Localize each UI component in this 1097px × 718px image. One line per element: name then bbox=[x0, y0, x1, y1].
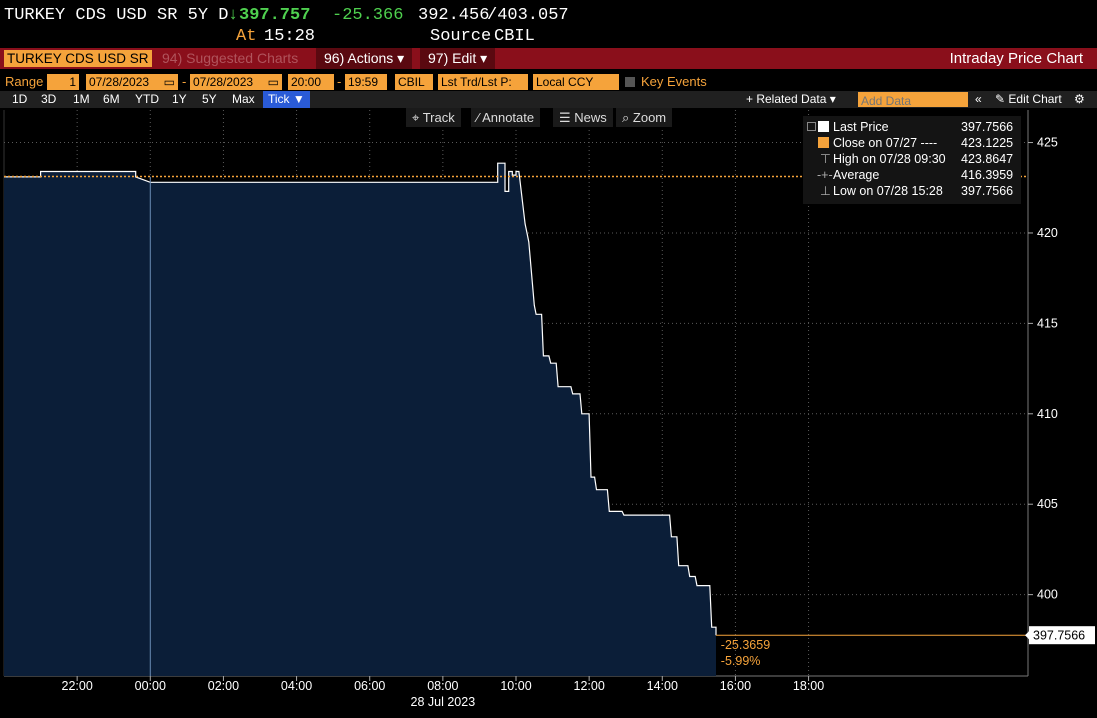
settings-gear-icon[interactable]: ⚙ bbox=[1074, 92, 1085, 106]
source-label: Source bbox=[430, 27, 492, 46]
legend-label: Close on 07/27 ---- bbox=[833, 136, 938, 150]
y-tick-label: 415 bbox=[1037, 316, 1058, 330]
quote-time: 15:28 bbox=[264, 27, 316, 46]
x-tick-label: 00:00 bbox=[135, 679, 166, 693]
white-square-icon bbox=[818, 121, 829, 132]
last-price: 397.757 bbox=[239, 6, 311, 25]
last-price-line bbox=[4, 162, 717, 636]
chart-legend: Last Price 397.7566 Close on 07/27 ---- … bbox=[803, 116, 1021, 204]
last-price-tag-pointer bbox=[1025, 630, 1030, 641]
edit-chart-button[interactable]: ✎ Edit Chart bbox=[995, 92, 1062, 106]
key-events-label: Key Events bbox=[641, 74, 707, 89]
last-price-tag bbox=[1029, 626, 1095, 645]
track-tool[interactable]: ⌖ Track bbox=[406, 108, 461, 127]
source-field[interactable]: CBIL bbox=[395, 74, 433, 90]
high-marker-icon: ⊤ bbox=[820, 152, 831, 166]
x-tick-label: 14:00 bbox=[647, 679, 678, 693]
x-tick-label: 22:00 bbox=[62, 679, 93, 693]
security-name: TURKEY CDS USD SR 5Y D bbox=[4, 6, 229, 25]
range-label: Range bbox=[5, 74, 44, 89]
date-label: 28 Jul 2023 bbox=[411, 695, 476, 709]
start-date-value: 07/28/2023 bbox=[89, 75, 150, 89]
x-tick-label: 18:00 bbox=[793, 679, 824, 693]
period-max[interactable]: Max bbox=[232, 92, 255, 106]
last-price-tag-text: 397.7566 bbox=[1033, 629, 1085, 643]
legend-value: 423.8647 bbox=[961, 152, 1014, 166]
collapse-icon[interactable]: « bbox=[975, 92, 982, 106]
start-time-field[interactable]: 20:00 bbox=[288, 74, 334, 90]
x-tick-label: 06:00 bbox=[354, 679, 385, 693]
period-6m[interactable]: 6M bbox=[103, 92, 120, 106]
end-time-field[interactable]: 19:59 bbox=[345, 74, 387, 90]
average-marker-icon: -+- bbox=[817, 168, 833, 182]
annotate-tool[interactable]: ⁄ Annotate bbox=[471, 108, 541, 127]
y-tick-label: 410 bbox=[1037, 407, 1058, 421]
price-type-field[interactable]: Lst Trd/Lst P: bbox=[438, 74, 528, 90]
calendar-icon[interactable]: ▭ bbox=[163, 75, 175, 89]
range-count-field[interactable]: 1 bbox=[47, 74, 79, 90]
legend-label: High on 07/28 09:30 bbox=[833, 152, 946, 166]
intraday-price-chart[interactable]: 400 405 410 415 420 425 22:00 00:00 02:00 04:00 06… bbox=[0, 108, 1097, 718]
add-data-field[interactable] bbox=[858, 92, 968, 109]
y-tick-label: 425 bbox=[1037, 136, 1058, 150]
y-tick-label: 400 bbox=[1037, 588, 1058, 602]
y-tick-label: 405 bbox=[1037, 497, 1058, 511]
y-tick-label: 420 bbox=[1037, 226, 1058, 240]
period-1y[interactable]: 1Y bbox=[172, 92, 187, 106]
date-separator: - bbox=[182, 74, 187, 89]
end-date-value: 07/28/2023 bbox=[193, 75, 254, 89]
quote-header: TURKEY CDS USD SR 5Y D ↓ 397.757 -25.366… bbox=[0, 0, 1097, 48]
x-tick-label: 10:00 bbox=[500, 679, 531, 693]
down-arrow-icon: ↓ bbox=[228, 6, 239, 25]
currency-dropdown[interactable]: Local CCY bbox=[533, 74, 619, 90]
zoom-tool[interactable]: ⌕ Zoom bbox=[616, 108, 673, 127]
time-separator: - bbox=[337, 74, 342, 89]
legend-label: Low on 07/28 15:28 bbox=[833, 184, 943, 198]
x-tick-label: 16:00 bbox=[720, 679, 751, 693]
actions-menu[interactable]: 96) Actions ▾ bbox=[316, 48, 413, 69]
suggested-charts-button[interactable]: 94) Suggested Charts bbox=[162, 50, 299, 66]
calendar-icon[interactable]: ▭ bbox=[267, 75, 279, 89]
news-tool[interactable]: ☰ News bbox=[553, 108, 613, 127]
bid-price: 392.456 bbox=[418, 6, 490, 25]
function-bar: TURKEY CDS USD SR 94) Suggested Charts 9… bbox=[0, 48, 1097, 69]
key-events-checkbox[interactable] bbox=[625, 77, 635, 87]
collapse-box-icon[interactable] bbox=[807, 122, 816, 131]
source-value: CBIL bbox=[494, 27, 535, 46]
period-3d[interactable]: 3D bbox=[41, 92, 57, 106]
ticker-input[interactable]: TURKEY CDS USD SR bbox=[4, 50, 152, 67]
legend-label: Last Price bbox=[833, 120, 889, 134]
x-tick-label: 02:00 bbox=[208, 679, 239, 693]
tick-button[interactable]: Tick ▼ bbox=[263, 91, 310, 108]
period-5y[interactable]: 5Y bbox=[202, 92, 217, 106]
change-percent-label: -5.99% bbox=[721, 654, 761, 668]
end-date-field[interactable]: 07/28/2023 ▭ bbox=[190, 74, 282, 90]
x-tick-label: 08:00 bbox=[427, 679, 458, 693]
low-marker-icon: ⊥ bbox=[820, 184, 831, 198]
add-data-input[interactable] bbox=[858, 93, 968, 109]
period-1d[interactable]: 1D bbox=[12, 92, 28, 106]
change-absolute-label: -25.3659 bbox=[721, 638, 770, 652]
net-change: -25.366 bbox=[332, 6, 404, 25]
period-bar: 1D 3D 1M 6M YTD 1Y 5Y Max Tick ▼ + Relat… bbox=[0, 91, 1097, 109]
period-ytd[interactable]: YTD bbox=[135, 92, 159, 106]
start-date-field[interactable]: 07/28/2023 ▭ bbox=[86, 74, 178, 90]
page-title: Intraday Price Chart bbox=[949, 50, 1083, 67]
legend-label: Average bbox=[833, 168, 880, 182]
at-label: At bbox=[236, 27, 257, 46]
ask-price: /403.057 bbox=[487, 6, 569, 25]
x-tick-label: 12:00 bbox=[574, 679, 605, 693]
edit-menu[interactable]: 97) Edit ▾ bbox=[420, 48, 496, 69]
legend-value: 397.7566 bbox=[961, 120, 1014, 134]
legend-value: 423.1225 bbox=[961, 136, 1014, 150]
x-tick-label: 04:00 bbox=[281, 679, 312, 693]
legend-value: 397.7566 bbox=[961, 184, 1014, 198]
period-1m[interactable]: 1M bbox=[73, 92, 90, 106]
orange-square-icon bbox=[818, 137, 829, 148]
price-area-fill bbox=[4, 163, 716, 676]
related-data-button[interactable]: + Related Data ▾ bbox=[746, 92, 836, 106]
legend-value: 416.3959 bbox=[961, 168, 1014, 182]
